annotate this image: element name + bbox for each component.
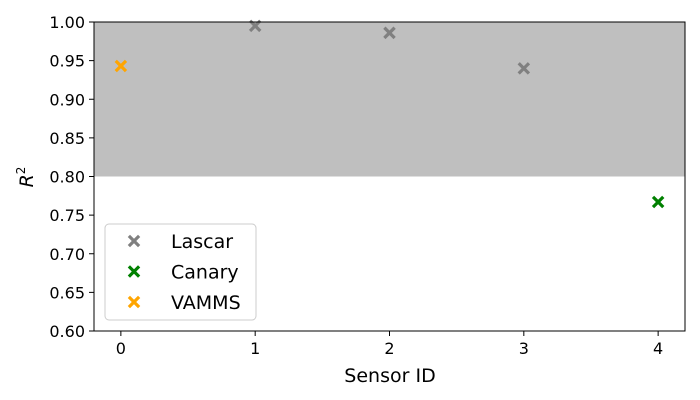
data-point-canary: [651, 195, 665, 209]
x-tick-label: 4: [653, 339, 663, 358]
legend-marker-canary: [127, 265, 141, 278]
y-tick-label: 0.65: [49, 283, 85, 302]
x-tick-label: 2: [384, 339, 394, 358]
legend-label-vamms: VAMMS: [171, 292, 241, 314]
legend-marker-lascar: [127, 234, 141, 248]
shaded-threshold-region: [94, 22, 685, 177]
y-axis-label: R2: [14, 167, 38, 188]
y-tick-label: 0.70: [49, 245, 85, 264]
x-tick-label: 3: [519, 339, 529, 358]
x-tick-label: 1: [250, 339, 260, 358]
y-tick-label: 0.60: [49, 322, 85, 341]
y-axis-label-superscript: 2: [14, 167, 28, 175]
y-tick-label: 0.90: [49, 90, 85, 109]
y-tick-label: 1.00: [49, 13, 85, 32]
legend-label-canary: Canary: [171, 262, 239, 284]
legend: Lascar Canary VAMMS: [104, 223, 257, 321]
x-tick-label: 0: [116, 339, 126, 358]
data-point-vamms: [114, 59, 128, 73]
legend-box: [104, 223, 257, 321]
data-point-lascar: [248, 19, 262, 33]
y-tick-label: 0.85: [49, 129, 85, 148]
y-tick-label: 0.75: [49, 206, 85, 225]
legend-marker-vamms: [127, 295, 141, 309]
y-tick-label: 0.80: [49, 168, 85, 187]
x-axis-label: Sensor ID: [344, 365, 435, 387]
data-point-lascar: [383, 26, 396, 40]
y-axis-label-base: R: [16, 174, 38, 187]
data-point-lascar: [517, 62, 531, 75]
legend-label-lascar: Lascar: [171, 231, 233, 253]
y-tick-label: 0.95: [49, 52, 85, 71]
